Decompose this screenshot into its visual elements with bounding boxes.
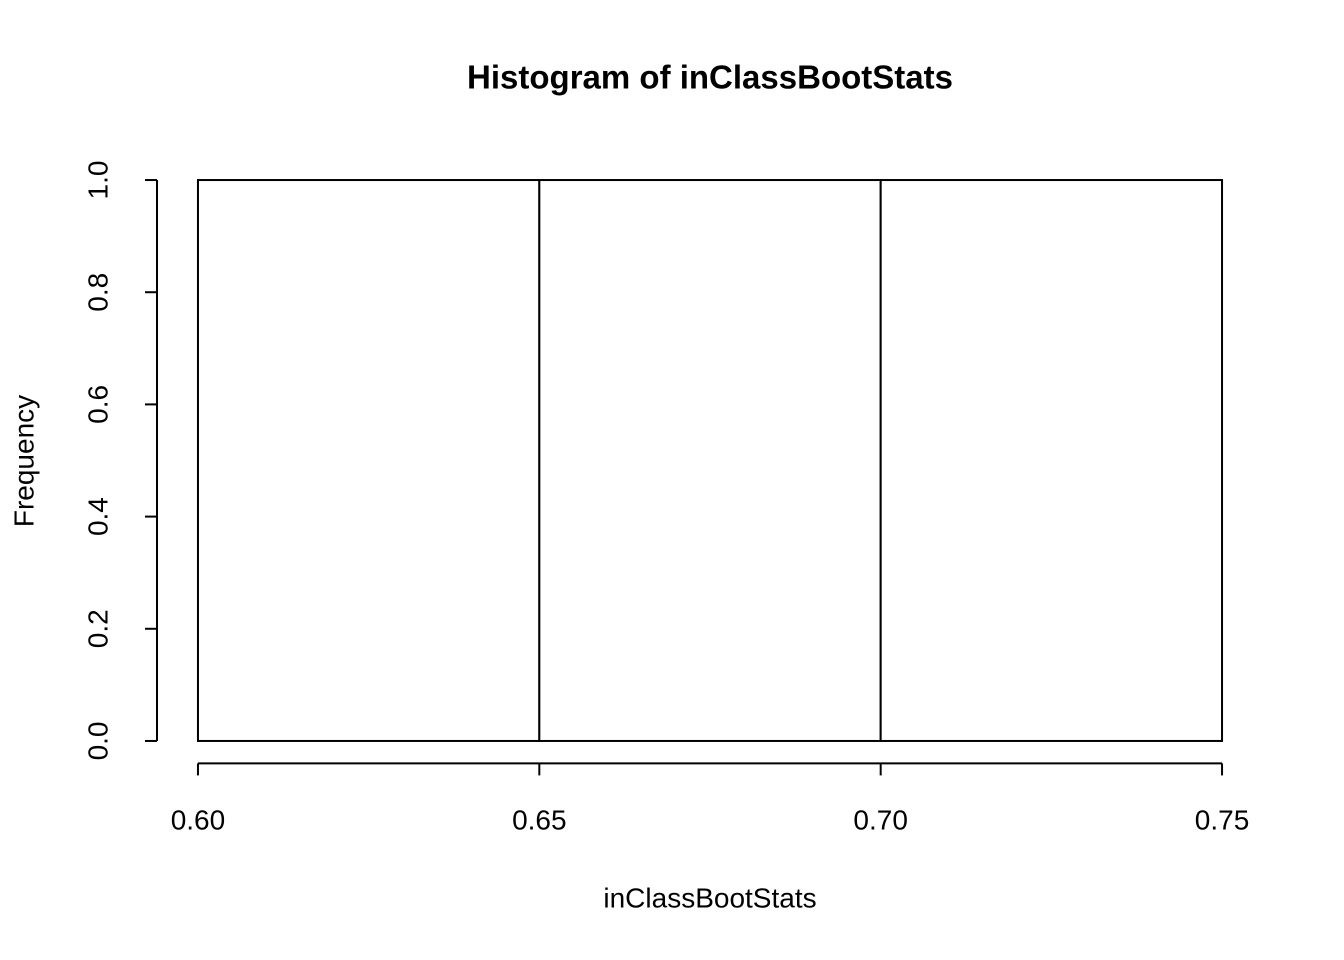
- bar: [879, 179, 1224, 742]
- x-tick-label: 0.65: [512, 804, 567, 835]
- y-tick-label: 0.4: [82, 497, 113, 536]
- x-tick-label: 0.70: [853, 804, 908, 835]
- y-tick-label: 0.0: [82, 721, 113, 760]
- y-tick-label: 0.8: [82, 273, 113, 312]
- y-tick-label: 0.6: [82, 385, 113, 424]
- y-axis-title: Frequency: [8, 395, 39, 527]
- bar: [538, 179, 882, 742]
- x-axis-title: inClassBootStats: [603, 882, 816, 913]
- x-tick-label: 0.75: [1195, 804, 1250, 835]
- y-tick-label: 1.0: [82, 161, 113, 200]
- y-tick-label: 0.2: [82, 609, 113, 648]
- bar: [196, 179, 541, 742]
- x-tick-label: 0.60: [171, 804, 226, 835]
- chart-title: Histogram of inClassBootStats: [467, 59, 953, 96]
